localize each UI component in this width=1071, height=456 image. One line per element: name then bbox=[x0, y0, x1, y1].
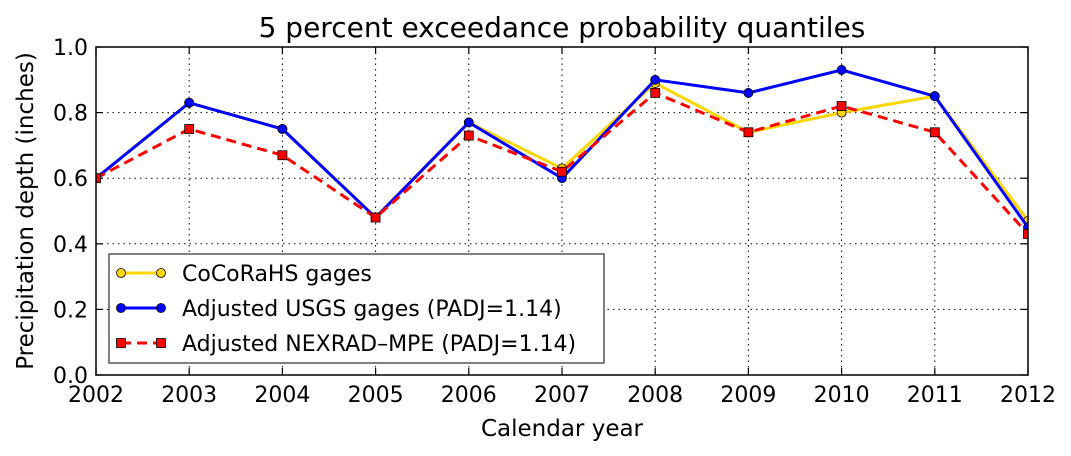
x-tick-label: 2003 bbox=[161, 383, 217, 408]
x-tick-label: 2002 bbox=[68, 383, 124, 408]
legend-box bbox=[108, 253, 605, 364]
series-2-point bbox=[650, 74, 661, 85]
x-tick-label: 2012 bbox=[1000, 383, 1056, 408]
series-3-point bbox=[184, 124, 195, 134]
series-2-point bbox=[836, 65, 847, 75]
legend: CoCoRaHS gages Adjusted USGS gages (PADJ=… bbox=[108, 253, 605, 364]
series-2-line bbox=[96, 68, 1028, 229]
series-3-point bbox=[277, 150, 288, 161]
y-tick-label: 0.8 bbox=[53, 102, 88, 127]
x-tick-label: 2008 bbox=[627, 383, 683, 408]
y-tick-label: 0.0 bbox=[53, 364, 88, 389]
legend-marker bbox=[116, 268, 126, 278]
legend-marker bbox=[156, 303, 166, 313]
x-tick-label: 2010 bbox=[814, 383, 870, 408]
series-3-point bbox=[96, 173, 101, 184]
series-3-point bbox=[743, 127, 754, 138]
x-tick-label: 2004 bbox=[254, 383, 310, 408]
legend-marker bbox=[156, 338, 166, 348]
series-3 bbox=[96, 88, 1028, 239]
series-3-point bbox=[463, 130, 474, 141]
series-2-point bbox=[743, 88, 754, 98]
x-tick-label: 2011 bbox=[907, 383, 963, 408]
x-tick-label: 2009 bbox=[720, 383, 776, 408]
series-3-line bbox=[96, 91, 1028, 235]
legend-label: Adjusted USGS gages (PADJ=1.14) bbox=[182, 297, 562, 322]
y-tick-label: 0.2 bbox=[53, 298, 88, 323]
series-3-point bbox=[557, 166, 567, 177]
series-3-point bbox=[650, 88, 661, 98]
series-2-point bbox=[463, 117, 474, 128]
y-tick-label: 1.0 bbox=[53, 36, 88, 61]
x-tick-label: 2005 bbox=[348, 383, 404, 408]
y-tick-labels: 0.0 0.2 0.4 0.6 0.8 1.0 bbox=[53, 36, 88, 389]
series-3-point bbox=[1023, 229, 1028, 239]
chart-title: 5 percent exceedance probability quantil… bbox=[259, 11, 866, 44]
y-tick-label: 0.4 bbox=[53, 233, 88, 258]
plot-frame bbox=[95, 46, 1029, 376]
series-lines bbox=[96, 65, 1028, 239]
legend-label: CoCoRaHS gages bbox=[182, 262, 372, 287]
series-2-point bbox=[929, 91, 940, 102]
x-tick-labels: 2002 2003 2004 2005 2006 2007 2008 2009 2010 2011… bbox=[68, 383, 1056, 408]
series-3-point bbox=[929, 127, 940, 138]
series-2 bbox=[96, 65, 1028, 233]
y-axis-label: Precipitation depth (inches) bbox=[13, 52, 39, 370]
series-2-point bbox=[184, 97, 195, 108]
legend-marker bbox=[116, 338, 126, 348]
legend-label: Adjusted NEXRAD–MPE (PADJ=1.14) bbox=[182, 332, 576, 357]
x-tick-label: 2007 bbox=[534, 383, 590, 408]
legend-marker bbox=[116, 303, 126, 313]
legend-marker bbox=[156, 268, 166, 278]
x-axis-label: Calendar year bbox=[481, 416, 644, 442]
y-tick-label: 0.6 bbox=[53, 167, 88, 192]
series-2-point bbox=[277, 124, 288, 134]
series-3-point bbox=[836, 101, 847, 111]
x-tick-label: 2006 bbox=[441, 383, 497, 408]
series-3-point bbox=[370, 212, 381, 223]
